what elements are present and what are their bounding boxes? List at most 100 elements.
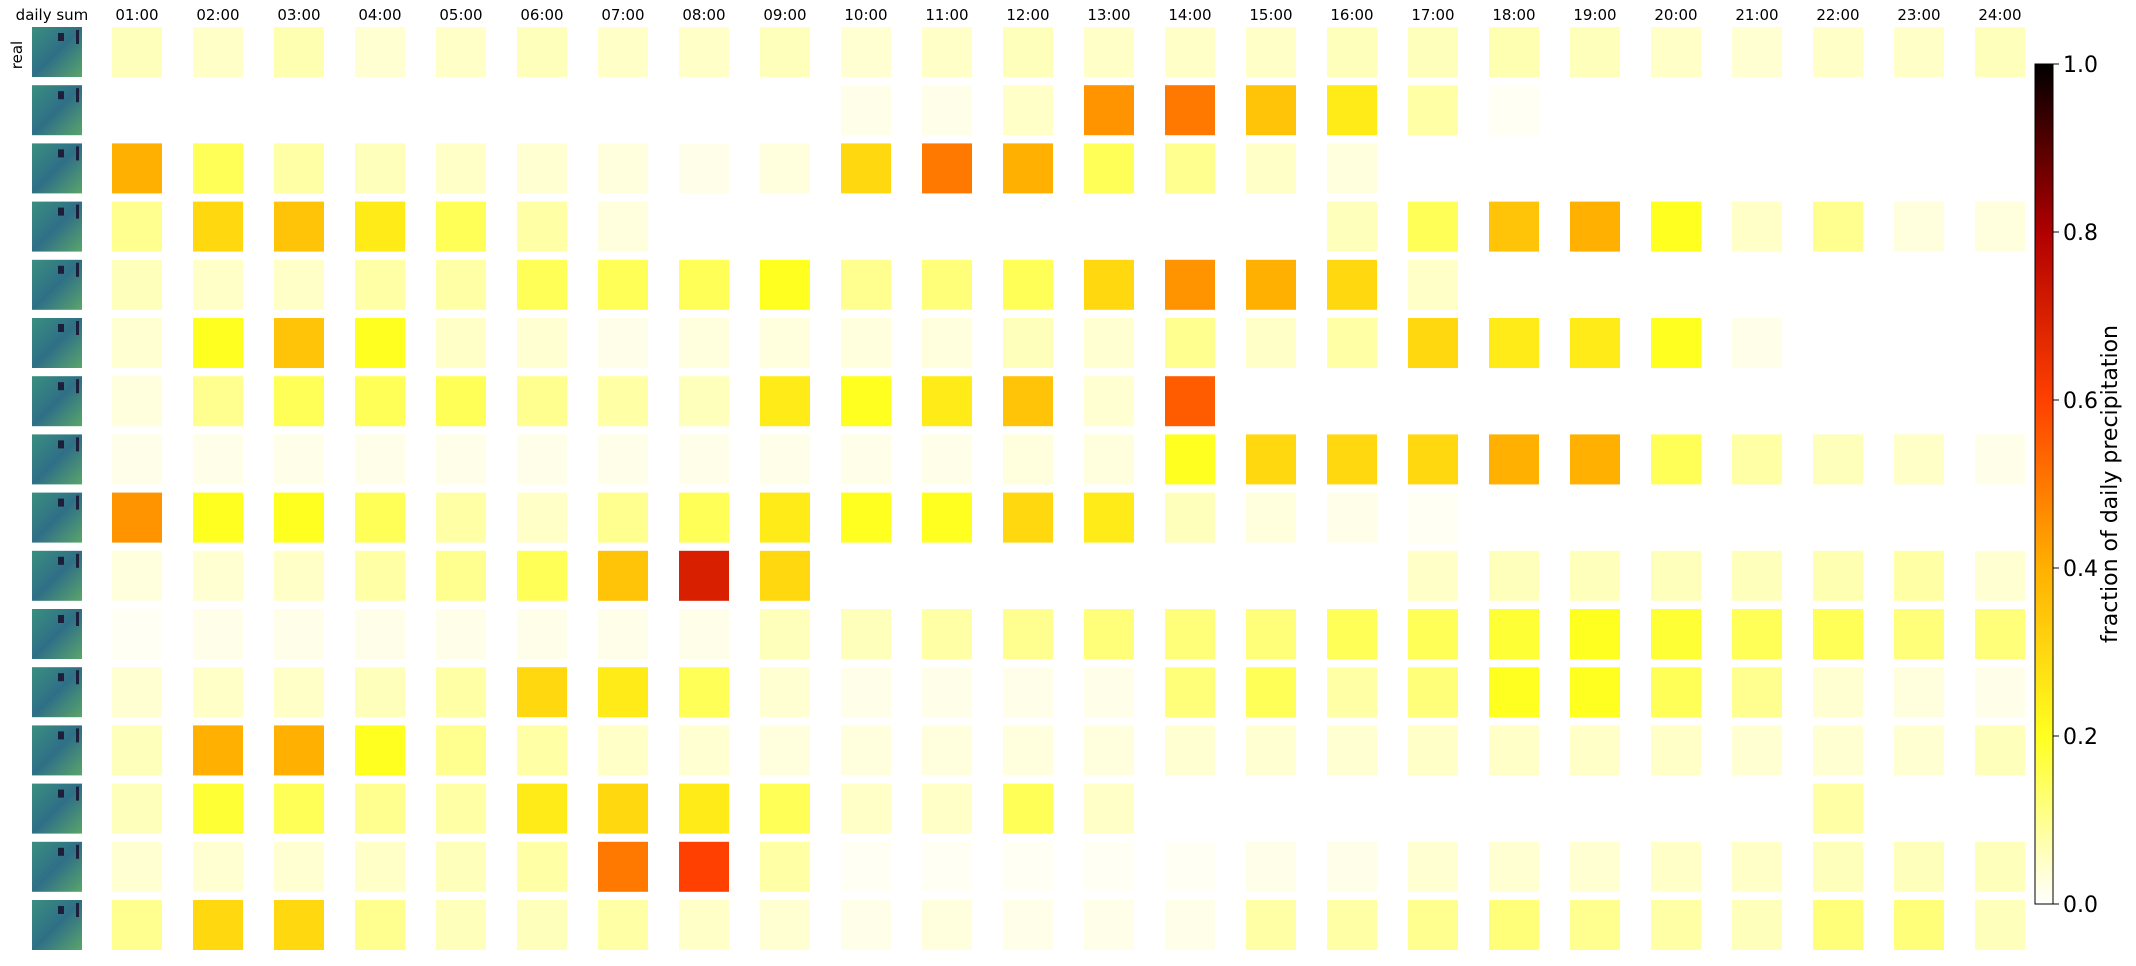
precip-cell (274, 784, 324, 834)
precip-cell (1327, 376, 1377, 426)
precip-cell (1246, 202, 1296, 252)
precip-cell (679, 27, 729, 77)
precip-cell (598, 434, 648, 484)
colorbar-tick-label: 0.8 (2063, 221, 2098, 246)
precip-cell (1408, 318, 1458, 368)
map-dark-patch (58, 731, 64, 739)
precip-cell (274, 667, 324, 717)
precip-cell (922, 318, 972, 368)
precip-cell (1084, 376, 1134, 426)
precip-cell (517, 318, 567, 368)
precip-cell (1084, 27, 1134, 77)
hour-header: 06:00 (520, 6, 563, 24)
hour-header: 07:00 (601, 6, 644, 24)
precip-cell (517, 609, 567, 659)
precip-cell (1489, 376, 1539, 426)
hour-header: 21:00 (1735, 6, 1778, 24)
precip-cell (517, 260, 567, 310)
precip-cell (193, 260, 243, 310)
precip-cell (517, 376, 567, 426)
precip-cell (1084, 318, 1134, 368)
map-background (32, 900, 82, 950)
precip-cell (1084, 784, 1134, 834)
precip-cell (1651, 900, 1701, 950)
precip-cell (355, 900, 405, 950)
precip-cell (1570, 202, 1620, 252)
precip-cell (1003, 667, 1053, 717)
precip-cell (1084, 842, 1134, 892)
precip-cell (1327, 27, 1377, 77)
daily-sum-header: daily sum (16, 6, 89, 24)
colorbar-tick-label: 0.2 (2063, 725, 2098, 750)
hour-header: 05:00 (439, 6, 482, 24)
map-dark-strip (76, 205, 79, 219)
map-dark-strip (76, 263, 79, 277)
map-dark-patch (58, 91, 64, 99)
precip-cell (1003, 85, 1053, 135)
precip-cell (598, 493, 648, 543)
precip-cell (436, 260, 486, 310)
precip-cell (1570, 493, 1620, 543)
precip-cell (1732, 202, 1782, 252)
precip-cell (679, 318, 729, 368)
map-background (32, 143, 82, 193)
map-dark-patch (58, 673, 64, 681)
precip-cell (1570, 842, 1620, 892)
precip-cell (274, 725, 324, 775)
precip-cell (598, 85, 648, 135)
precip-cell (1489, 27, 1539, 77)
precip-cell (1570, 260, 1620, 310)
precip-cell (355, 143, 405, 193)
precip-cell (112, 667, 162, 717)
map-dark-patch (58, 382, 64, 390)
map-background (32, 260, 82, 310)
precip-cell (760, 667, 810, 717)
precip-cell (274, 143, 324, 193)
precip-cell (679, 667, 729, 717)
map-dark-patch (58, 499, 64, 507)
precip-cell (193, 318, 243, 368)
precip-cell (1813, 85, 1863, 135)
precip-cell (274, 609, 324, 659)
daily-sum-map (32, 27, 82, 77)
precip-cell (1408, 27, 1458, 77)
precip-cell (1894, 376, 1944, 426)
precip-cell (355, 376, 405, 426)
precip-cell (1975, 260, 2025, 310)
precip-cell (517, 493, 567, 543)
precip-cell (517, 143, 567, 193)
precip-cell (1246, 842, 1296, 892)
precip-cell (1003, 434, 1053, 484)
precip-cell (193, 376, 243, 426)
daily-sum-map (32, 493, 82, 543)
precip-cell (841, 318, 891, 368)
precip-cell (355, 202, 405, 252)
precip-cell (1651, 85, 1701, 135)
precip-cell (274, 900, 324, 950)
precip-cell (355, 493, 405, 543)
precip-cell (760, 609, 810, 659)
precip-cell (1570, 551, 1620, 601)
precip-cell (1894, 609, 1944, 659)
precip-cell (598, 667, 648, 717)
precip-cell (1651, 609, 1701, 659)
precip-cell (1732, 551, 1782, 601)
daily-sum-map (32, 318, 82, 368)
precip-cell (679, 725, 729, 775)
precip-cell (1651, 202, 1701, 252)
precip-cell (841, 85, 891, 135)
precip-cell (760, 318, 810, 368)
precip-cell (1732, 784, 1782, 834)
precip-cell (1408, 842, 1458, 892)
precip-cell (355, 260, 405, 310)
precip-cell (1813, 260, 1863, 310)
map-dark-strip (76, 496, 79, 510)
precip-cell (1165, 260, 1215, 310)
precip-cell (598, 318, 648, 368)
precip-cell (679, 609, 729, 659)
precip-cell (1489, 551, 1539, 601)
precip-cell (1570, 784, 1620, 834)
hour-header: 17:00 (1411, 6, 1454, 24)
